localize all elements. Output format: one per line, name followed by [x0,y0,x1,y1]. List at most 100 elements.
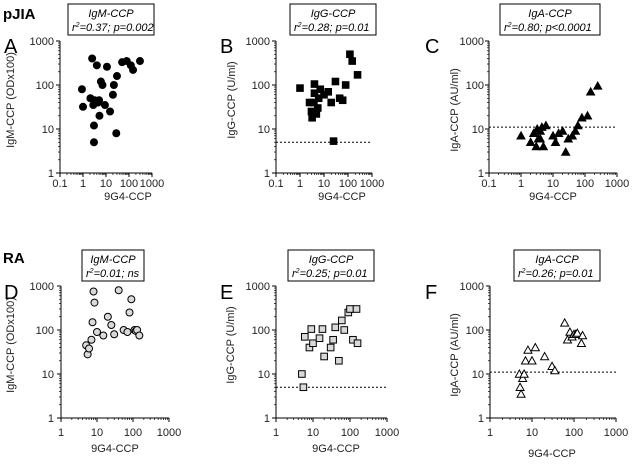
stats-separator: ; [539,22,545,34]
stats-box-stats: r2=0.25; p=0.01 [292,268,368,280]
p-value: p=0.01 [559,268,594,280]
data-point [318,325,327,333]
data-point [517,373,528,382]
y-tick-label: 1 [48,168,54,180]
data-point [89,121,98,130]
p-value: p=0.01 [335,22,370,34]
y-tick-label: 10 [42,124,54,136]
data-point [112,129,121,138]
data-point [538,141,549,151]
data-point [324,88,333,96]
stats-box: IgG-CCP r2=0.28; p=0.01 [289,3,377,36]
stats-box-frame [81,249,145,282]
stats-box-stats: r2=0.01; ns [86,268,140,280]
data-point [353,339,362,348]
data-point [520,355,531,365]
r2-superscript: 2 [75,22,80,29]
panel-f: F IgA-CCP r2=0.26; p=0.01 IgA-CCP (AU/ml… [425,249,628,460]
x-tick-label: 100 [120,178,138,190]
data-point [300,333,309,341]
panel-letter-a: A [4,36,18,58]
stats-box: IgG-CCP r2=0.25; p=0.01 [287,249,375,282]
data-point [296,84,304,92]
r2-value: = [94,268,101,280]
plot-e [272,285,388,422]
y-tick-label: 10 [258,369,270,381]
panel-letter-b: B [220,36,233,58]
y-axis-label: IgA-CCP (AU/ml) [449,68,461,152]
data-point [327,98,336,107]
p-value: p=0.01 [333,268,368,280]
marks-layer [56,40,618,422]
x-tick-label: 0.1 [481,178,496,190]
p-value: p=0.002 [113,22,154,34]
data-point [310,98,318,107]
data-point [89,138,98,147]
x-tick-label: 10 [307,427,319,439]
x-tick-label: 1 [58,427,64,439]
stats-box: IgA-CCP r2=0.80; p<0.0001 [499,3,601,36]
y-tick-label: 100 [36,80,54,92]
panel-c: C IgA-CCP r2=0.80; p<0.0001 IgA-CCP (AU/… [425,3,629,203]
data-point [112,72,121,81]
y-axis-label: IgG-CCP (U/ml) [226,61,238,138]
y-tick-label: 1000 [246,281,270,293]
data-point [329,335,337,344]
y-tick-label: 10 [258,124,270,136]
data-point [337,316,346,325]
stats-separator: ; [327,268,333,280]
stats-box-frame [287,249,375,282]
r2-superscript: 2 [521,268,526,275]
data-point [99,331,108,340]
panel-letter-c: C [425,36,439,58]
stats-box-title: IgG-CCP [311,8,356,20]
x-axis-label: 9G4-CCP [312,443,360,455]
y-tick-label: 100 [36,325,54,337]
y-tick-label: 100 [466,325,484,337]
stats-separator: ; [107,22,113,34]
data-point [135,331,144,340]
y-tick-label: 10 [472,124,484,136]
panel-letter-d: D [4,282,18,304]
r2-superscript: 2 [295,268,300,275]
data-point [320,352,328,361]
data-point [79,102,87,111]
stats-box-stats: r2=0.26; p=0.01 [518,268,594,280]
y-tick-label: 1 [264,168,270,180]
svg-text:1: 1 [48,168,54,180]
data-point [129,65,138,74]
r2-value: = [302,22,309,34]
data-point [530,342,541,352]
data-point [523,345,533,354]
x-tick-label: 1 [273,427,279,439]
data-point [527,355,537,365]
y-axis-label: IgG-CCP (U/ml) [225,306,237,383]
data-point [308,113,316,122]
data-point [110,330,119,339]
data-point [135,57,144,66]
svg-text:10: 10 [42,124,54,136]
data-point [329,137,338,145]
group-label-pjia: pJIA [3,6,36,23]
r2-superscript: 2 [507,22,512,29]
x-tick-label: 10 [526,427,538,439]
data-point [93,328,101,337]
data-point [103,312,112,321]
r2-number: 0.25 [306,268,328,280]
data-point [550,365,560,375]
r2-value: = [526,268,533,280]
data-point [582,110,593,120]
data-point [560,146,571,156]
stats-box-stats: r2=0.28; p=0.01 [294,22,370,34]
x-axis-label: 9G4-CCP [91,443,139,455]
stats-box-stats: r2=0.37; p=0.002 [72,22,154,34]
r2-superscript: 2 [89,268,94,275]
data-point [519,368,529,378]
data-point [559,317,570,327]
x-axis-label: 9G4-CCP [318,191,366,203]
stats-box-frame [513,249,601,282]
r2-superscript: 2 [297,22,302,29]
stats-separator: ; [329,22,335,34]
data-point [331,323,340,332]
panel-b: B IgG-CCP r2=0.28; p=0.01 IgG-CCP (U/ml)… [220,3,384,203]
